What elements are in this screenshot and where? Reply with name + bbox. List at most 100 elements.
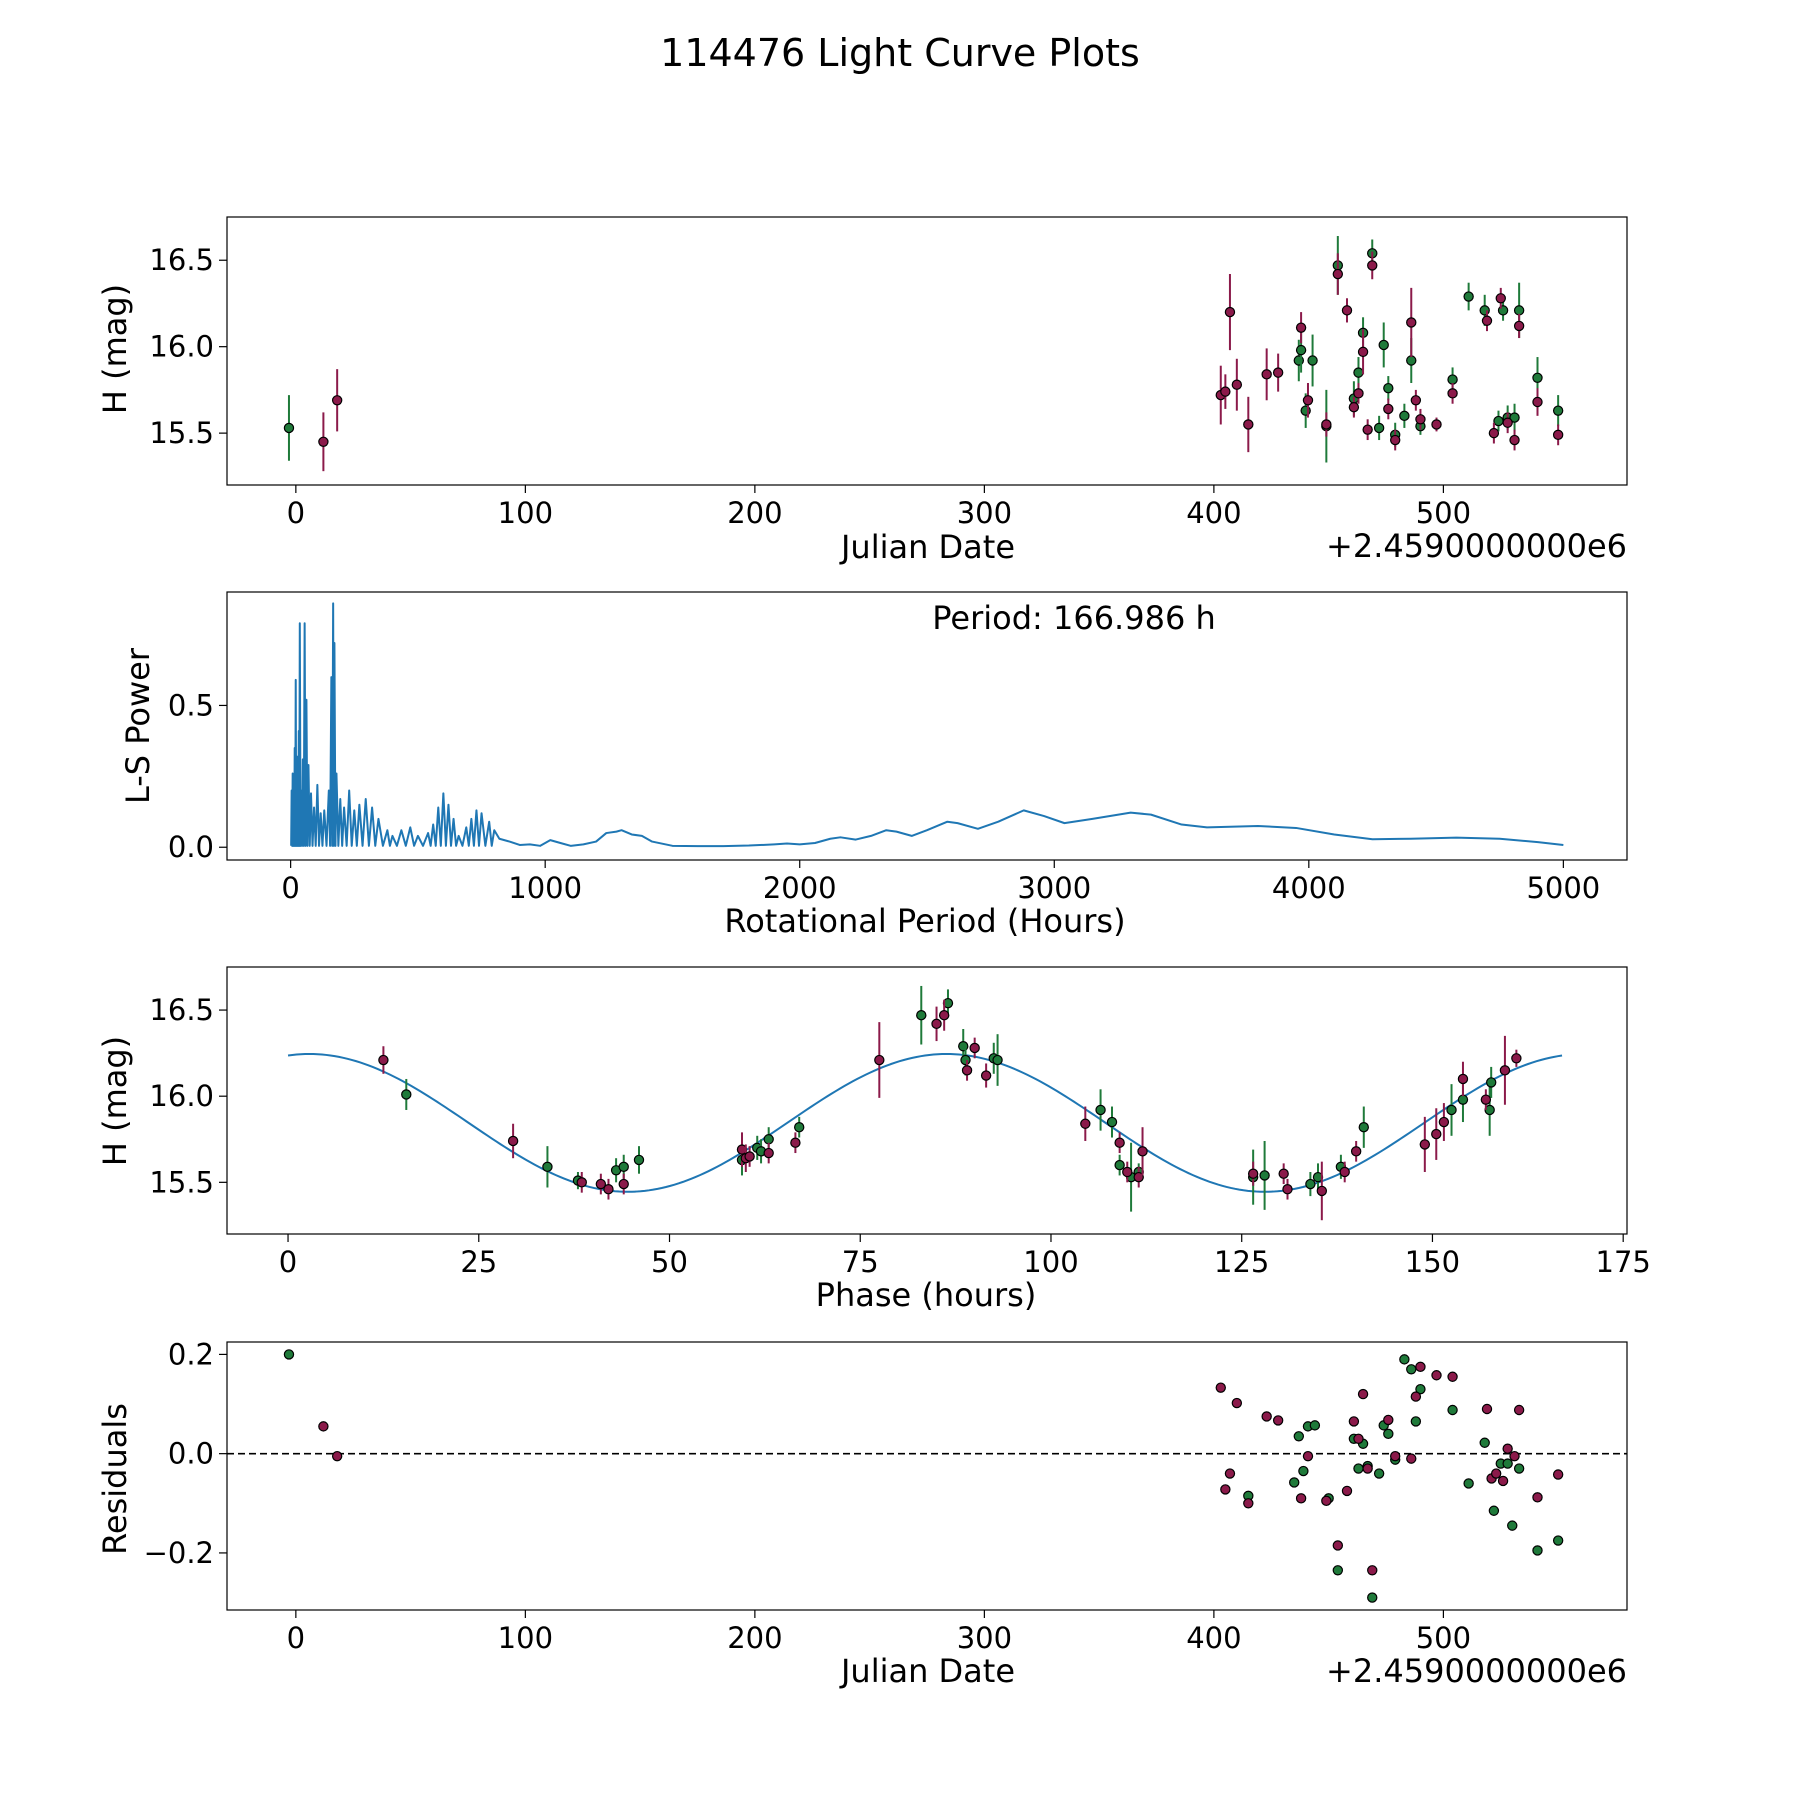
light-curve-offset-text: +2.4590000000e6 xyxy=(1326,527,1627,565)
data-point xyxy=(1511,1053,1522,1064)
data-point xyxy=(1348,1416,1360,1427)
data-point xyxy=(1502,417,1513,428)
data-point xyxy=(1406,355,1417,366)
data-point xyxy=(961,1065,973,1076)
data-point xyxy=(1278,1168,1289,1179)
data-point xyxy=(1220,1484,1231,1495)
data-point xyxy=(1332,268,1344,280)
data-point xyxy=(1389,1450,1401,1462)
y-tick-label: 15.5 xyxy=(149,1165,214,1199)
data-point xyxy=(1497,1475,1509,1487)
data-point xyxy=(1353,1433,1364,1444)
data-point xyxy=(1309,1420,1321,1431)
maroon-series xyxy=(318,251,1564,472)
x-tick-label: 0 xyxy=(279,1245,297,1279)
figure-title: 114476 Light Curve Plots xyxy=(660,31,1140,75)
maroon-series xyxy=(318,1361,1564,1576)
data-point xyxy=(1485,1077,1497,1088)
data-point xyxy=(969,1042,980,1054)
data-point xyxy=(1463,1478,1474,1489)
x-tick-label: 200 xyxy=(727,1621,782,1655)
data-point xyxy=(1332,1540,1344,1551)
periodogram-ylabel: L-S Power xyxy=(119,647,157,804)
data-point xyxy=(1362,1463,1373,1474)
data-point xyxy=(1224,1468,1236,1479)
data-point xyxy=(1231,379,1243,390)
data-point xyxy=(1532,372,1543,383)
data-point xyxy=(1513,320,1525,332)
y-tick-label: 0.0 xyxy=(168,1437,214,1471)
data-point xyxy=(1457,1073,1469,1085)
data-point xyxy=(1399,1354,1410,1365)
residuals-offset-text: +2.4590000000e6 xyxy=(1326,1652,1627,1690)
data-point xyxy=(1302,1450,1314,1462)
data-point xyxy=(1509,434,1520,446)
data-point xyxy=(1415,414,1426,425)
green-series xyxy=(283,236,1564,463)
data-point xyxy=(1220,386,1231,397)
data-point xyxy=(1243,419,1254,430)
data-point xyxy=(603,1184,614,1195)
axes-frame xyxy=(226,966,1628,1235)
data-point xyxy=(1447,388,1458,399)
data-point xyxy=(1215,1382,1226,1393)
data-point xyxy=(1406,1364,1417,1375)
data-point xyxy=(1389,434,1401,446)
data-point xyxy=(331,395,343,406)
data-point xyxy=(618,1178,629,1190)
x-tick-label: 100 xyxy=(498,496,553,530)
x-tick-label: 2000 xyxy=(763,871,837,905)
data-point xyxy=(1406,317,1417,328)
data-point xyxy=(1493,415,1504,427)
data-point xyxy=(1133,1171,1144,1183)
data-point xyxy=(1463,291,1474,302)
x-tick-label: 200 xyxy=(727,496,782,530)
data-point xyxy=(1532,396,1543,408)
x-tick-label: 300 xyxy=(957,1621,1012,1655)
data-point xyxy=(1231,1397,1243,1409)
data-point xyxy=(1552,429,1564,441)
data-point xyxy=(1490,1468,1502,1479)
data-point xyxy=(1446,1104,1457,1116)
x-tick-label: 300 xyxy=(957,496,1012,530)
x-tick-label: 0 xyxy=(287,496,305,530)
data-point xyxy=(1114,1137,1125,1148)
data-point xyxy=(401,1089,412,1100)
x-tick-label: 100 xyxy=(498,1621,553,1655)
data-point xyxy=(763,1147,774,1159)
data-point xyxy=(1367,1592,1378,1603)
model-curve xyxy=(287,1052,1563,1193)
data-point xyxy=(1383,382,1394,394)
data-point xyxy=(938,1010,950,1021)
y-tick-label: 15.5 xyxy=(149,416,214,450)
data-point xyxy=(1552,405,1564,416)
data-point xyxy=(1373,422,1385,434)
data-point xyxy=(1373,1468,1385,1479)
data-point xyxy=(1224,306,1236,318)
data-point xyxy=(1383,1428,1394,1440)
periodogram-line xyxy=(290,602,1564,848)
data-point xyxy=(1552,1535,1564,1546)
data-point xyxy=(1495,293,1506,304)
data-point xyxy=(1399,410,1410,422)
data-point xyxy=(1447,1371,1458,1382)
data-point xyxy=(916,1010,927,1021)
data-point xyxy=(1295,322,1307,333)
x-tick-label: 50 xyxy=(651,1245,688,1279)
data-point xyxy=(595,1178,607,1190)
data-point xyxy=(507,1135,519,1147)
data-point xyxy=(1513,1463,1525,1474)
phase-folded-ylabel: H (mag) xyxy=(96,1036,134,1166)
data-point xyxy=(542,1161,553,1173)
data-point xyxy=(1502,1443,1513,1454)
light-curve-xlabel: Julian Date xyxy=(839,528,1015,566)
data-point xyxy=(1122,1166,1133,1178)
green-series xyxy=(401,985,1497,1212)
y-tick-label: 16.0 xyxy=(149,330,214,364)
data-point xyxy=(1509,1450,1520,1462)
data-point xyxy=(1507,1520,1518,1531)
period-annotation: Period: 166.986 h xyxy=(932,599,1216,637)
data-point xyxy=(1509,412,1520,423)
x-tick-label: 0 xyxy=(281,871,299,905)
